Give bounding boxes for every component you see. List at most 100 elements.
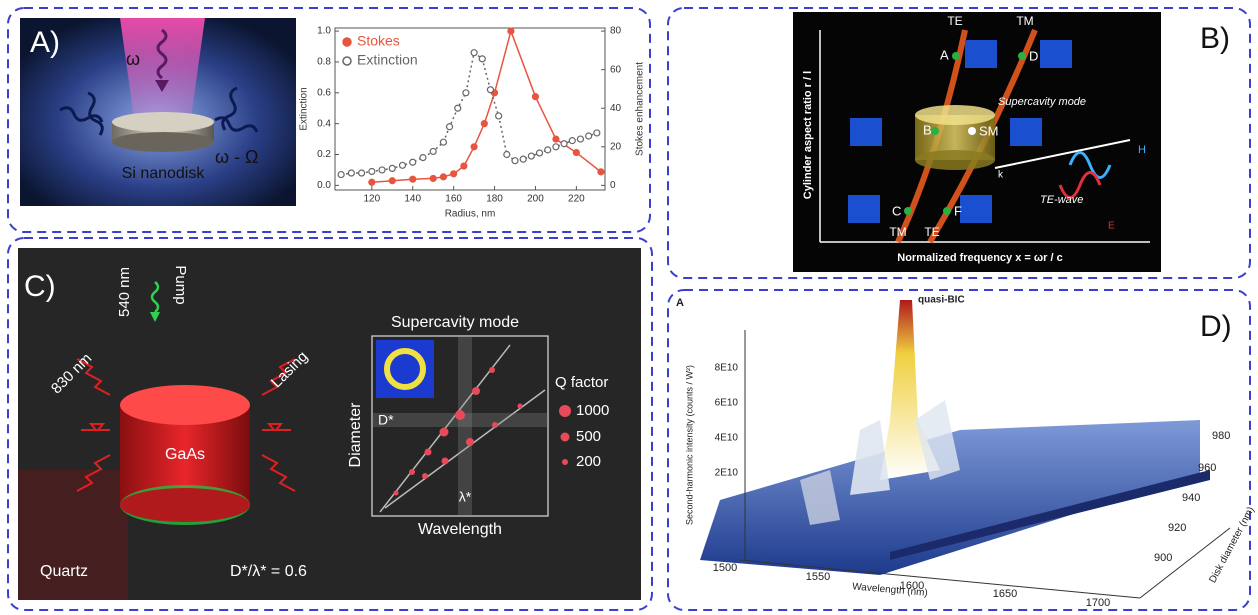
annotation: B [923,122,932,137]
annotation: Si nanodisk [122,165,206,182]
x-tick-label: 1500 [713,562,737,574]
data-point [504,152,510,158]
annotation: Quartz [40,563,88,580]
y-axis-label: Extinction [299,87,310,130]
annotation: H [1138,144,1146,156]
annotation: E [1108,221,1115,232]
z-axis-label: Second-harmonic intensity (counts / W²) [684,365,694,525]
annotation: D* [378,412,394,428]
y-tick-label: 0.0 [317,180,331,191]
data-point [455,105,461,111]
annotation: ω - Ω [215,147,259,167]
data-point [537,150,543,156]
data-point [471,144,477,150]
panel-label: D) [1200,310,1232,343]
x-axis-label: Radius, nm [445,209,496,220]
z-tick-label: 4E10 [715,433,739,444]
data-point [553,144,559,150]
legend-label: 1000 [576,402,609,419]
data-point [463,90,469,96]
legend-marker [343,57,351,65]
data-point [451,171,457,177]
y2-tick-label: 60 [610,64,622,75]
annotation: C [892,203,901,218]
z-tick-label: 2E10 [715,468,739,479]
data-point [359,170,365,176]
x-tick-label: 140 [404,194,421,205]
data-point [440,139,446,145]
y2-tick-label: 40 [610,103,622,114]
annotation: TE [947,14,962,28]
panel-label: C) [24,270,56,303]
annotation: Diameter [347,402,364,468]
annotation: Wavelength [418,521,502,538]
y-tick-label: 940 [1182,492,1200,504]
data-point [369,179,375,185]
y2-axis-label: Stokes enhancement [635,62,646,156]
data-point [447,124,453,130]
data-point [400,162,406,168]
x-tick-label: 160 [445,194,462,205]
y-tick-label: 960 [1198,462,1216,474]
x-tick-label: 1550 [806,571,830,583]
data-point [471,50,477,56]
data-point [369,168,375,174]
data-point [598,169,604,175]
panel-label: B) [1200,22,1230,55]
data-point [440,174,446,180]
annotation: TM [1016,14,1033,28]
legend-marker [343,38,351,46]
x-tick-label: 220 [568,194,585,205]
x-tick-label: 180 [486,194,503,205]
annotation: Supercavity mode [998,96,1086,108]
z-tick-label: 6E10 [715,398,739,409]
annotation: D*/λ* = 0.6 [230,563,307,580]
panel-c-illustration [18,248,641,600]
data-point [379,167,385,173]
data-point [410,176,416,182]
y-tick-label: 900 [1154,552,1172,564]
annotation: ω [126,49,140,69]
data-point [338,172,344,178]
panel-label: A) [30,26,60,59]
x-axis-label: Normalized frequency x = ωr / c [897,252,1063,264]
data-point [508,28,514,34]
y2-tick-label: 80 [610,26,622,37]
annotation: F [954,203,962,218]
annotation: D [1029,48,1038,63]
x-tick-label: 1700 [1086,597,1110,609]
y2-tick-label: 20 [610,141,622,152]
data-point [348,170,354,176]
annotation: TE-wave [1040,194,1083,206]
data-point [545,147,551,153]
panel-b-illustration [793,12,1161,272]
data-point [512,158,518,164]
data-point [496,113,502,119]
data-point [389,178,395,184]
y2-tick-label: 0 [610,180,616,191]
data-point [389,165,395,171]
x-tick-label: 120 [363,194,380,205]
data-point [586,133,592,139]
annotation: A [676,297,684,309]
data-point [528,153,534,159]
data-point [532,94,538,100]
annotation: TE [924,225,939,239]
y-tick-label: 1.0 [317,26,331,37]
annotation: Pump [172,265,189,304]
data-point [481,121,487,127]
z-tick-label: 8E10 [715,363,739,374]
data-point [479,56,485,62]
annotation: TM [889,225,906,239]
data-point [577,136,583,142]
data-point [569,138,575,144]
data-point [461,163,467,169]
legend-label: Stokes [357,33,400,49]
annotation: SM [979,123,999,138]
figure: A) ω ω - Ω Si nanodisk Radius, nm Extinc… [0,0,1258,615]
y-tick-label: 0.6 [317,87,331,98]
annotation: A [940,47,949,62]
annotation: 540 nm [116,267,133,317]
legend-label: 200 [576,453,601,470]
